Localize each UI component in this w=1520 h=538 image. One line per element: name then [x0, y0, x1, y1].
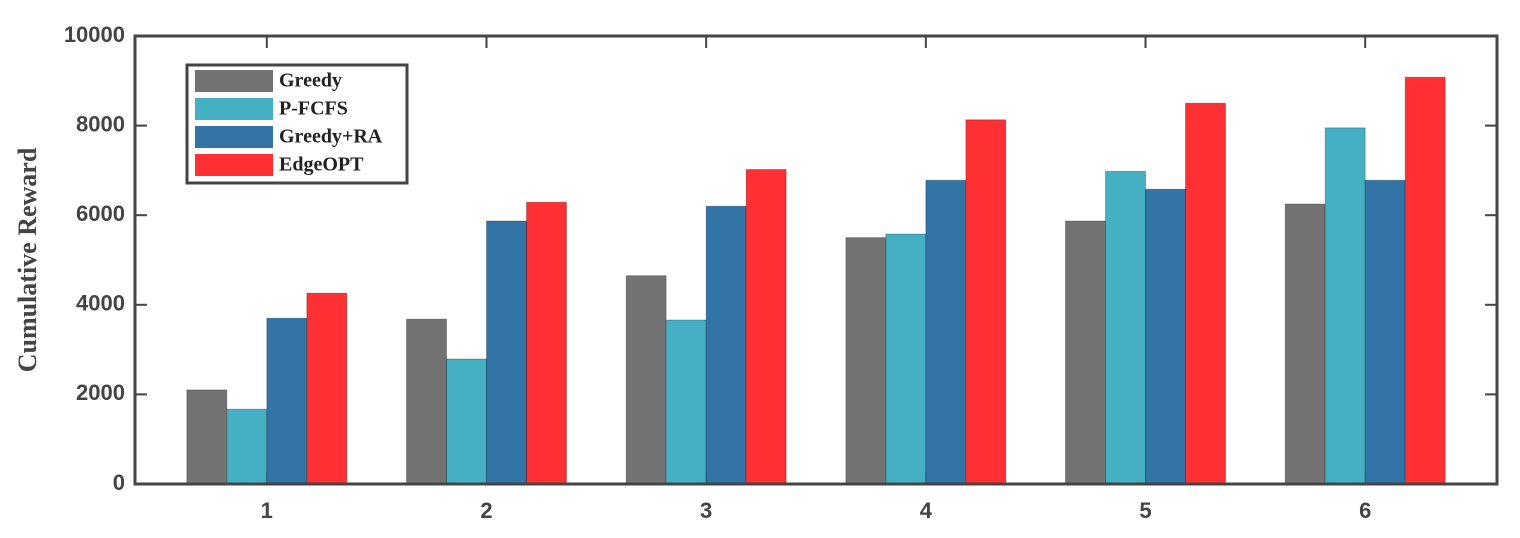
legend-label: Greedy [279, 70, 342, 92]
x-tick-label: 5 [1139, 498, 1151, 523]
bar [965, 119, 1007, 485]
legend-label: EdgeOPT [279, 154, 364, 176]
bar [226, 408, 268, 485]
bar [485, 220, 527, 485]
y-tick-label: 4000 [76, 291, 125, 316]
bar [1324, 127, 1366, 485]
x-tick-label: 3 [700, 498, 712, 523]
bar [665, 319, 707, 485]
y-tick-label: 6000 [76, 201, 125, 226]
bar [1404, 76, 1446, 485]
y-tick-label: 10000 [64, 22, 125, 47]
bar [1065, 220, 1107, 485]
bar [625, 275, 667, 485]
legend-swatch [195, 126, 273, 148]
legend-swatch [195, 154, 273, 176]
x-tick-label: 4 [920, 498, 933, 523]
bar [186, 389, 228, 485]
y-tick-label: 2000 [76, 380, 125, 405]
x-tick-label: 2 [480, 498, 492, 523]
bar [525, 201, 567, 485]
bar [925, 179, 967, 485]
bar [745, 169, 787, 485]
bar [266, 317, 308, 485]
bar [445, 358, 487, 485]
bar [1105, 170, 1147, 485]
bar [885, 233, 927, 485]
legend-swatch [195, 70, 273, 92]
x-tick-label: 1 [261, 498, 273, 523]
y-tick-label: 8000 [76, 111, 125, 136]
y-tick-label: 0 [113, 470, 125, 495]
bar [306, 292, 348, 485]
legend-swatch [195, 98, 273, 120]
x-tick-label: 6 [1359, 498, 1371, 523]
bar [405, 318, 447, 485]
legend-label: P-FCFS [279, 98, 348, 120]
plot-frame [133, 34, 1499, 486]
bar [1364, 179, 1406, 485]
bar [705, 205, 747, 485]
bar [845, 237, 887, 485]
y-axis-label: Cumulative Reward [13, 147, 42, 372]
bar [1145, 188, 1187, 485]
bar [1185, 102, 1227, 485]
legend-label: Greedy+RA [279, 126, 383, 148]
bar [1284, 203, 1326, 485]
